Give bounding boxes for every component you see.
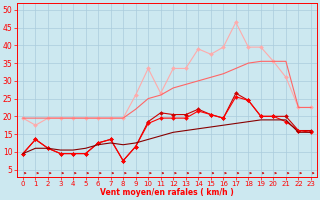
X-axis label: Vent moyen/en rafales ( km/h ): Vent moyen/en rafales ( km/h )	[100, 188, 234, 197]
